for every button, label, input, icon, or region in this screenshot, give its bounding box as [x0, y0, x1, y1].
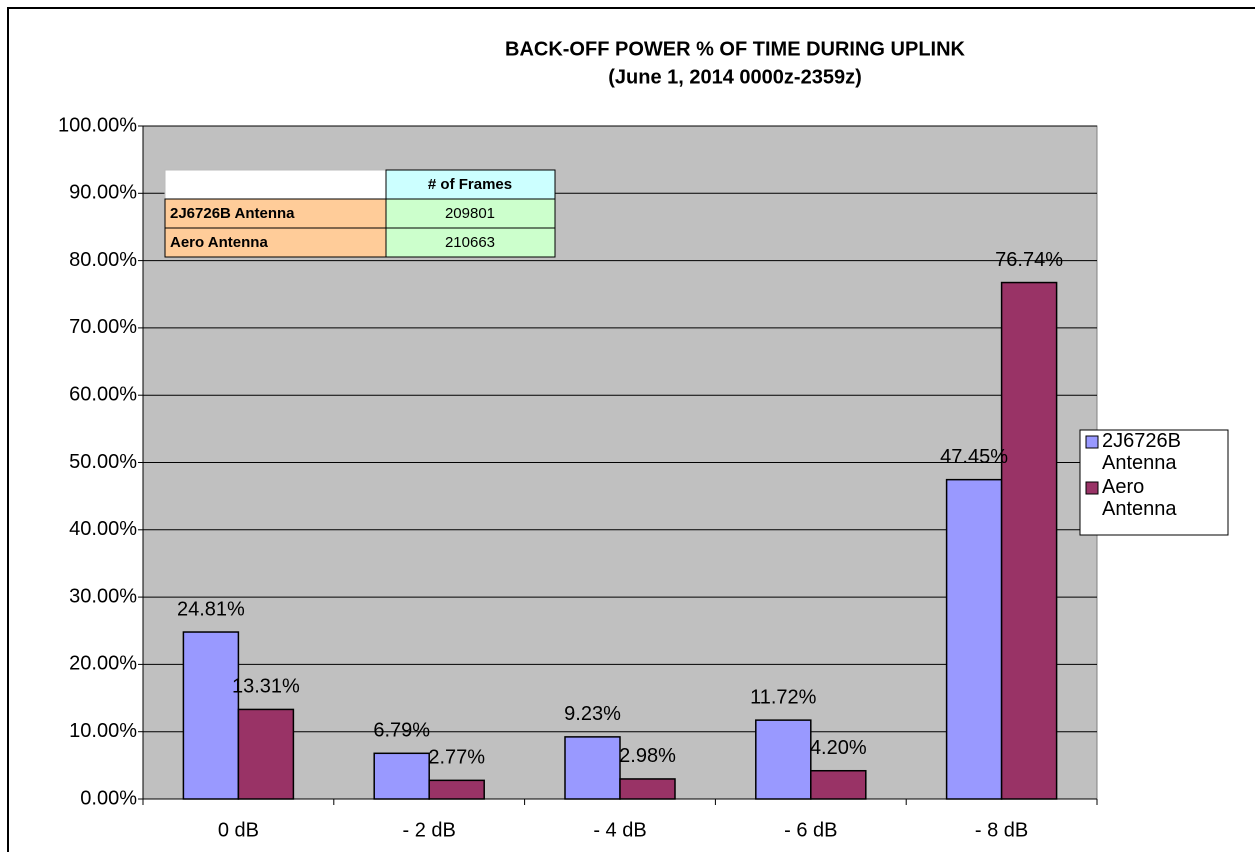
y-tick-label: 70.00%: [69, 316, 137, 338]
table-cell: [164, 227, 387, 258]
table-cell: [385, 198, 556, 229]
bar: [619, 778, 676, 800]
data-label: 4.20%: [810, 737, 867, 759]
chart-title: BACK-OFF POWER % OF TIME DURING UPLINK: [505, 38, 966, 60]
y-tick-label: 80.00%: [69, 249, 137, 271]
data-label: 24.81%: [177, 598, 245, 620]
data-label: 2.77%: [428, 747, 485, 769]
table-row-label: Aero Antenna: [170, 234, 268, 251]
y-tick-label: 20.00%: [69, 653, 137, 675]
bar: [237, 708, 295, 800]
y-tick-label: 40.00%: [69, 518, 137, 540]
x-tick-label: - 6 dB: [784, 819, 837, 841]
table-cell: [164, 169, 387, 200]
y-tick-label: 0.00%: [80, 787, 137, 809]
bar: [182, 631, 240, 800]
legend: [1079, 429, 1229, 536]
data-label: 11.72%: [750, 686, 817, 708]
bar: [428, 779, 485, 800]
legend-label: 2J6726B Antenna: [1102, 430, 1181, 474]
table-cell: [385, 227, 556, 258]
table-row-label: 2J6726B Antenna: [170, 205, 295, 222]
y-tick-label: 60.00%: [69, 383, 137, 405]
x-tick-label: - 8 dB: [975, 819, 1028, 841]
data-label: 6.79%: [373, 720, 430, 742]
data-label: 13.31%: [232, 676, 300, 698]
y-tick-label: 100.00%: [58, 114, 137, 136]
legend-swatch: [1085, 435, 1099, 449]
y-tick-label: 10.00%: [69, 720, 137, 742]
x-tick-label: - 4 dB: [593, 819, 646, 841]
x-tick-label: 0 dB: [218, 819, 259, 841]
table-value: 210663: [445, 234, 495, 251]
x-tick-label: - 2 dB: [403, 819, 456, 841]
bar: [373, 752, 430, 800]
data-label: 9.23%: [564, 703, 621, 725]
legend-label: Aero Antenna: [1102, 476, 1177, 520]
frames-table: # of Frames 2J6726B Antenna 209801 Aero …: [164, 169, 556, 258]
table-header: # of Frames: [428, 176, 512, 193]
legend-swatch: [1085, 481, 1099, 495]
y-tick-label: 30.00%: [69, 585, 137, 607]
bar: [564, 736, 621, 800]
bar: [810, 769, 867, 800]
bar: [945, 478, 1003, 800]
data-label: 2.98%: [619, 745, 676, 767]
data-label: 47.45%: [940, 446, 1008, 468]
y-tick-label: 90.00%: [69, 182, 137, 204]
table-cell: [385, 169, 556, 200]
bar: [755, 719, 812, 800]
chart-subtitle: (June 1, 2014 0000z-2359z): [608, 66, 862, 88]
table-value: 209801: [445, 205, 495, 222]
y-tick-label: 50.00%: [69, 451, 137, 473]
data-label: 76.74%: [995, 249, 1063, 271]
bar: [1000, 281, 1058, 800]
